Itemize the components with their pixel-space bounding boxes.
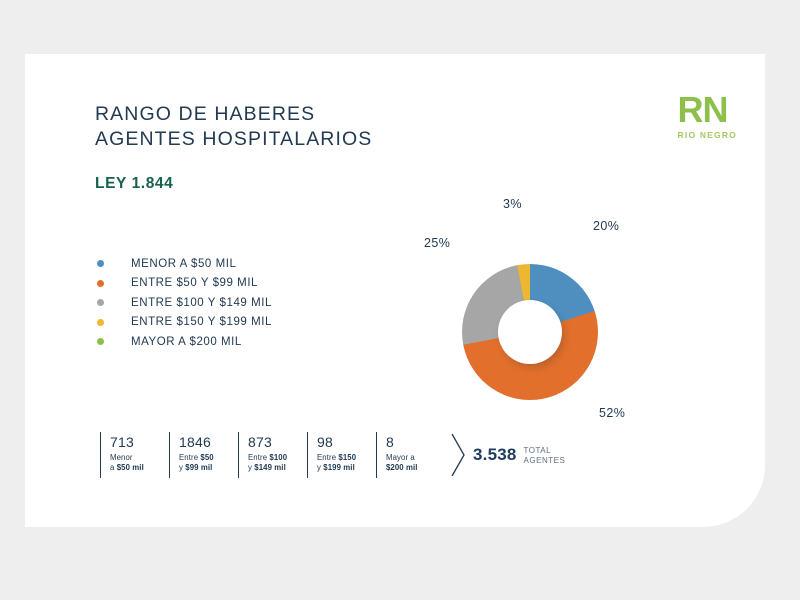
stat-cell-group: 713 Menor a $50 mil 1846 Entre $50 y $99 mil 8… <box>100 432 445 478</box>
slice-label-3: 3% <box>503 197 522 211</box>
stat-value: 873 <box>248 434 272 450</box>
stat-cell: 98 Entre $150 y $199 mil <box>307 432 376 478</box>
stat-cell: 873 Entre $100 y $149 mil <box>238 432 307 478</box>
stat-cell: 1846 Entre $50 y $99 mil <box>169 432 238 478</box>
stat-sublabel: Entre $150 y $199 mil <box>317 453 365 473</box>
legend-item-label: ENTRE $50 Y $99 MIL <box>131 277 259 290</box>
legend-item[interactable]: ENTRE $50 Y $99 MIL <box>97 274 272 294</box>
legend-item[interactable]: ENTRE $150 Y $199 MIL <box>97 313 272 333</box>
stat-sublabel-line-2: a $50 mil <box>110 463 144 472</box>
legend-color-dot <box>97 318 104 326</box>
slice-label-1: 52% <box>599 406 626 420</box>
logo-mark: RN <box>677 89 729 130</box>
legend-item-label: MENOR A $50 MIL <box>131 257 237 270</box>
stat-value: 8 <box>386 434 394 450</box>
stat-sublabel-line-1: Entre $100 <box>248 453 288 462</box>
stat-sublabel-line-2: y $99 mil <box>179 463 213 472</box>
stats-strip: 713 Menor a $50 mil 1846 Entre $50 y $99 mil 8… <box>100 432 565 478</box>
total-caption-line-1: TOTAL <box>523 445 552 455</box>
donut-center-hole <box>498 300 562 364</box>
legend-item-label: ENTRE $100 Y $149 MIL <box>131 296 272 309</box>
stat-value: 1846 <box>179 434 211 450</box>
stat-value: 98 <box>317 434 333 450</box>
legend-color-dot <box>97 338 104 346</box>
title-line-2: AGENTES HOSPITALARIOS <box>95 128 373 150</box>
logo-subtitle: RIO NEGRO <box>677 130 737 140</box>
stat-sublabel: Entre $100 y $149 mil <box>248 453 296 473</box>
stat-sublabel-line-2: y $199 mil <box>317 463 355 472</box>
stat-sublabel: Mayor a $200 mil <box>386 453 434 473</box>
legend-item[interactable]: MAYOR A $200 MIL <box>97 332 272 352</box>
legend-item[interactable]: ENTRE $100 Y $149 MIL <box>97 293 272 313</box>
total-caption-line-2: AGENTES <box>523 455 566 465</box>
stat-sublabel-line-2: y $149 mil <box>248 463 286 472</box>
rio-negro-logo: RN RIO NEGRO <box>678 92 737 141</box>
stat-cell: 8 Mayor a $200 mil <box>376 432 445 478</box>
total-caption: TOTAL AGENTES <box>524 446 566 466</box>
total-block: 3.538 TOTAL AGENTES <box>449 432 565 478</box>
stat-sublabel-line-1: Mayor a <box>386 453 415 462</box>
stat-sublabel: Menor a $50 mil <box>110 453 158 473</box>
stat-cell: 713 Menor a $50 mil <box>100 432 169 478</box>
total-value: 3.538 <box>473 445 517 464</box>
stat-sublabel-line-1: Entre $50 <box>179 453 214 462</box>
title-line-1: RANGO DE HABERES <box>95 103 316 125</box>
legend-item-label: MAYOR A $200 MIL <box>131 335 242 348</box>
stat-sublabel: Entre $50 y $99 mil <box>179 453 227 473</box>
donut-ring-wrapper <box>462 264 598 400</box>
chevron-right-icon <box>451 433 465 477</box>
chart-legend: MENOR A $50 MIL ENTRE $50 Y $99 MIL ENTRE … <box>97 254 272 352</box>
page-title: RANGO DE HABERES AGENTES HOSPITALARIOS <box>95 102 372 152</box>
slice-label-2: 25% <box>424 236 451 250</box>
stat-value: 713 <box>110 434 134 450</box>
slice-label-0: 20% <box>593 219 620 233</box>
law-label: LEY 1.844 <box>95 175 174 192</box>
legend-color-dot <box>97 299 104 307</box>
stat-sublabel-line-1: Menor <box>110 453 133 462</box>
slide-card: RANGO DE HABERES AGENTES HOSPITALARIOS L… <box>25 54 765 527</box>
legend-item-label: ENTRE $150 Y $199 MIL <box>131 316 272 329</box>
legend-color-dot <box>97 279 104 287</box>
legend-color-dot <box>97 260 104 268</box>
donut-chart: 20% 52% 25% 3% <box>417 194 662 444</box>
stat-sublabel-line-2: $200 mil <box>386 463 418 472</box>
legend-item[interactable]: MENOR A $50 MIL <box>97 254 272 274</box>
stat-sublabel-line-1: Entre $150 <box>317 453 357 462</box>
